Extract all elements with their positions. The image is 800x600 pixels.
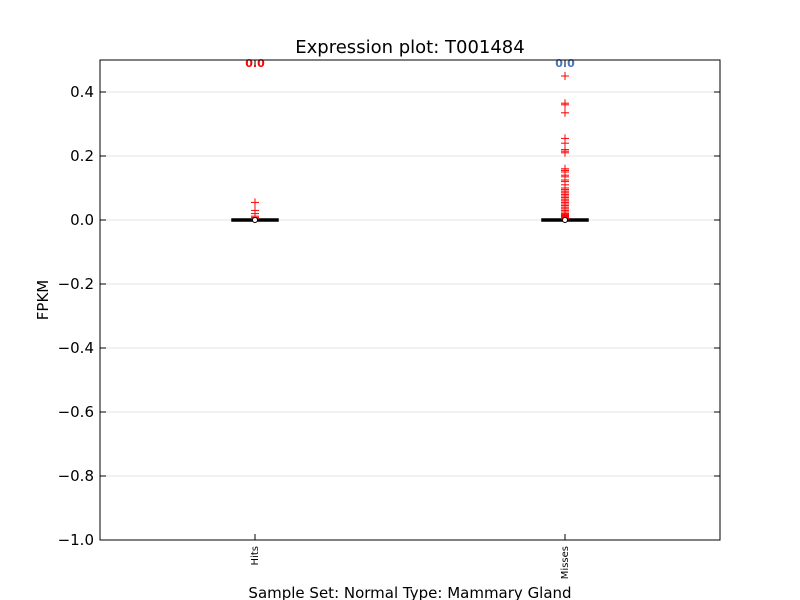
plot-area-frame xyxy=(99,59,721,541)
y-tick-label: −0.2 xyxy=(58,275,94,293)
outlier-point xyxy=(561,100,569,109)
y-tick-label: 0.4 xyxy=(70,83,94,101)
grid-lines xyxy=(100,91,720,477)
outlier-point xyxy=(561,148,569,157)
annotation-misses: 0.0 xyxy=(555,57,575,70)
mean-marker-misses xyxy=(562,217,568,223)
x-axis-label: Sample Set: Normal Type: Mammary Gland xyxy=(248,584,571,600)
axis-ticks: −1.0 −0.8 −0.6 −0.4 −0.2 0.0 0.2 0.4 Hits Misses xyxy=(58,60,720,579)
y-tick-label: 0.2 xyxy=(70,147,94,165)
x-tick-label: Misses xyxy=(560,546,571,579)
outlier-point xyxy=(561,108,569,117)
y-tick-label: −0.6 xyxy=(58,403,94,421)
box-plots: 0.0 0.0 xyxy=(231,57,589,224)
y-axis-label: FPKM xyxy=(34,280,52,320)
y-tick-label: −0.4 xyxy=(58,339,94,357)
x-tick-label: Hits xyxy=(250,546,261,565)
y-tick-label: 0.0 xyxy=(70,211,94,229)
outlier-point xyxy=(251,198,259,207)
outlier-point xyxy=(561,72,569,80)
chart-title: Expression plot: T001484 xyxy=(295,37,524,58)
annotation-hits: 0.0 xyxy=(245,57,265,70)
y-tick-label: −1.0 xyxy=(58,531,94,549)
mean-marker-hits xyxy=(252,217,258,223)
y-tick-label: −0.8 xyxy=(58,467,94,485)
